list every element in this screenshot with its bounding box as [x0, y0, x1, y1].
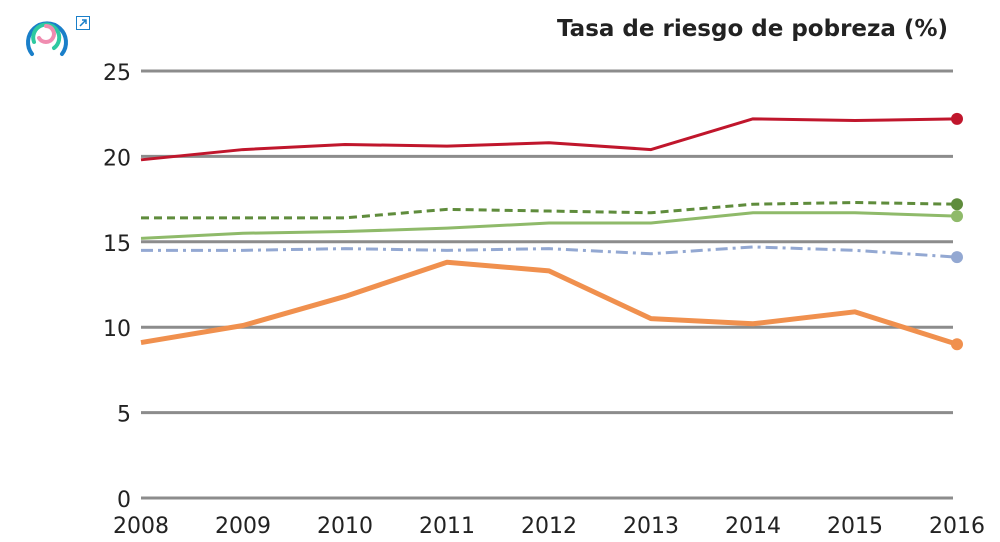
- x-tick-label: 2014: [725, 514, 781, 539]
- x-tick-label: 2011: [419, 514, 475, 539]
- y-tick-label: 10: [103, 317, 131, 342]
- external-link-icon[interactable]: [76, 15, 90, 34]
- x-tick-label: 2013: [623, 514, 679, 539]
- series-end-marker-0: [951, 112, 963, 125]
- series-line-3: [141, 245, 958, 259]
- series-line-4: [140, 259, 958, 347]
- series-line-1: [141, 201, 958, 220]
- series-end-marker-1: [951, 198, 963, 211]
- x-tick-label: 2012: [521, 514, 577, 539]
- x-tick-label: 2010: [317, 514, 373, 539]
- x-tick-label: 2009: [215, 514, 271, 539]
- y-tick-label: 0: [117, 488, 131, 513]
- y-tick-label: 15: [103, 232, 131, 257]
- series-end-marker-4: [951, 338, 963, 351]
- series-end-marker-3: [951, 251, 963, 264]
- x-tick-label: 2016: [929, 514, 985, 539]
- x-tick-label: 2008: [113, 514, 169, 539]
- series-line-2: [140, 211, 958, 240]
- series-end-marker-2: [951, 210, 963, 223]
- y-tick-label: 5: [117, 403, 131, 428]
- series-line-0: [140, 117, 958, 162]
- y-tick-label: 25: [103, 61, 131, 86]
- x-tick-label: 2015: [827, 514, 883, 539]
- y-tick-label: 20: [103, 146, 131, 171]
- logo: [24, 14, 72, 62]
- chart-title: Tasa de riesgo de pobreza (%): [556, 16, 948, 42]
